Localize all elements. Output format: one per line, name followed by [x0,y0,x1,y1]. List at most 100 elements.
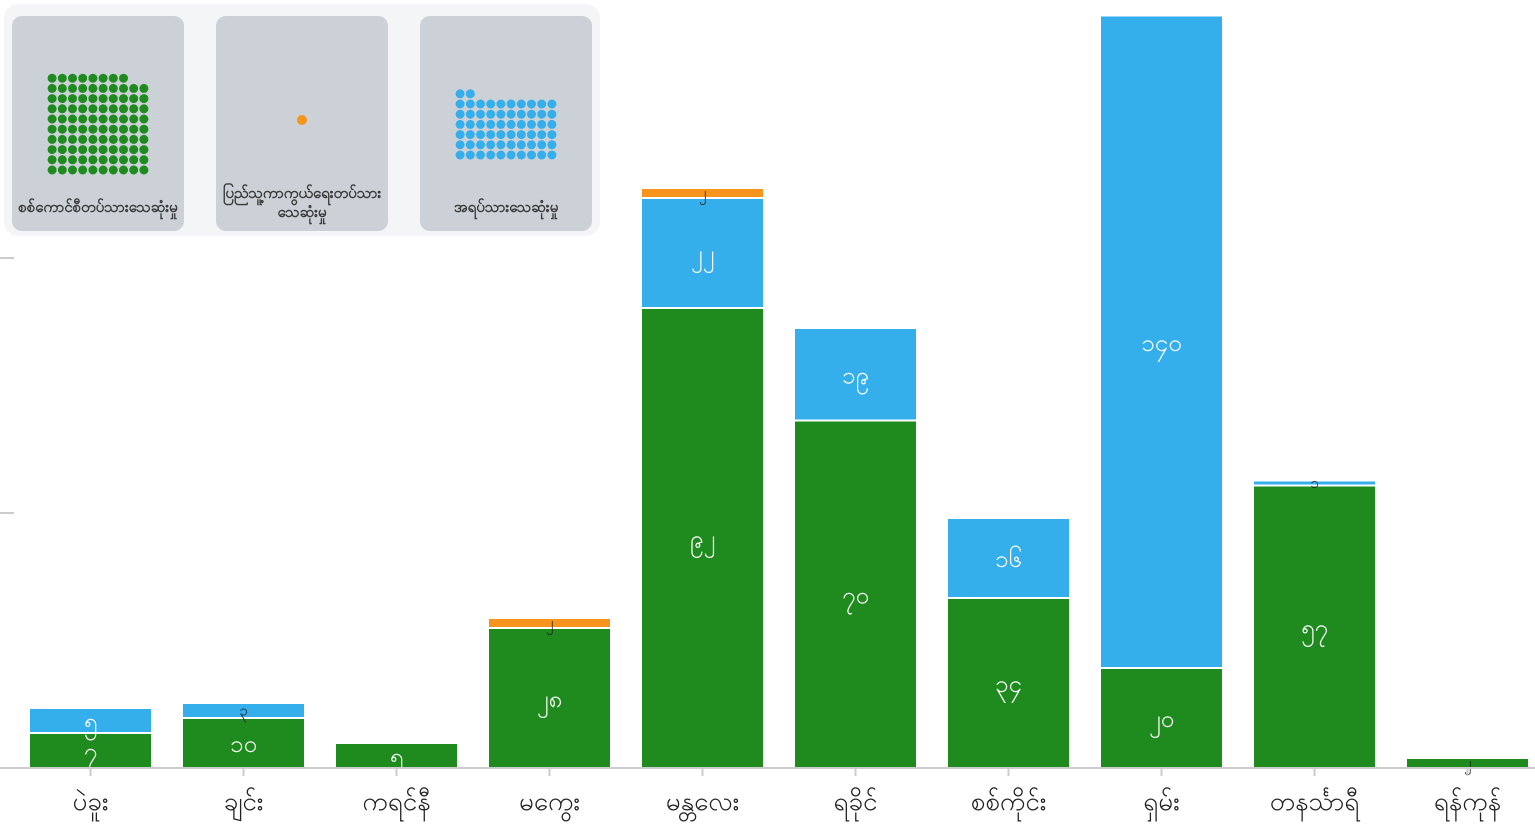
data-label-civilian: ၂၂ [691,240,715,273]
waffle-dot [68,83,77,93]
waffle-dot [119,94,128,104]
waffle-dot [57,83,67,93]
waffle-dot [129,124,139,134]
data-label-civilian: ၃ [239,702,247,723]
legend-card-junta[interactable]: စစ်ကောင်စီတပ်သားသေဆုံးမှု [12,16,184,231]
x-tick-label: ရခိုင် [834,786,878,822]
data-label-junta: ၂၈ [537,685,563,718]
waffle-dot [547,140,557,150]
data-label-pdf: ၂ [546,614,553,635]
waffle-dot [516,150,526,160]
legend-card-pdf[interactable]: ပြည်သူ့ကာကွယ်ရေးတပ်သား သေဆုံးမှု [216,16,388,231]
waffle-dot [78,145,88,155]
data-label-civilian: ၁၆ [995,544,1022,573]
waffle-dot [98,165,108,175]
waffle-dot [78,104,88,114]
waffle-dot [476,150,485,160]
x-tick-label: မန္တလေး [666,787,739,822]
waffle-dot [88,165,98,175]
data-label-junta: ၃၄ [995,670,1022,703]
bar-civilian [793,327,918,422]
waffle-dot [465,130,475,140]
waffle-dot [139,83,149,93]
waffle-dot [57,94,67,104]
waffle-dot [98,124,108,134]
waffle-dot [68,145,77,155]
waffle-dot [47,124,57,134]
waffle-dot [129,94,139,104]
waffle-dot [68,114,77,124]
waffle-dot [129,165,139,175]
waffle-dot [57,114,67,124]
waffle-dot [476,140,485,150]
x-tick-label: မကွေး [519,787,580,822]
bar-junta [793,419,918,769]
waffle-dot [537,109,547,119]
waffle-dot [88,83,98,93]
waffle-dot [486,99,496,109]
waffle-dot [57,165,67,175]
waffle-dot [455,140,465,150]
waffle-dot [537,130,547,140]
bar-civilian [181,702,306,719]
waffle-dot [88,145,98,155]
waffle-dot [68,155,77,165]
waffle-dot [68,104,77,114]
waffle-dot [88,155,98,165]
waffle-dot [88,124,98,134]
waffle-dot [455,89,465,99]
data-label-junta: ၉၂ [690,525,715,558]
data-label-civilian: ၁၉ [842,361,869,394]
legend-card-civilian[interactable]: အရပ်သားသေဆုံးမှု [420,16,592,231]
waffle-dot [68,124,77,134]
bar-civilian [1099,14,1224,669]
waffle-dot [486,109,496,119]
waffle-dot [506,99,516,109]
waffle-dot [78,94,88,104]
data-label-junta: ၂၀ [1149,705,1174,738]
waffle-dot [547,99,557,109]
waffle-dot [547,119,557,129]
waffle-dot [537,140,547,150]
waffle-dot [119,155,128,165]
waffle-dot [98,94,108,104]
data-label-junta: ၂ [1464,754,1471,775]
waffle-dot [47,155,57,165]
waffle-dot [496,109,506,119]
waffle-dot [455,99,465,109]
waffle-dot [455,150,465,160]
waffle-dot [119,73,128,83]
waffle-dot [47,165,57,175]
waffle-dot [57,73,67,83]
waffle-dot [78,165,88,175]
bar-junta [28,732,153,769]
waffle-dot [78,124,88,134]
waffle-dot [98,73,108,83]
waffle-dot [108,114,118,124]
waffle-dot [57,134,67,144]
waffle-icon-civilian [455,89,557,160]
waffle-dot [88,73,98,83]
x-tick-label: ရန်ကုန် [1434,786,1501,822]
waffle-dot [139,134,149,144]
data-label-junta: ၅၇ [1301,614,1328,647]
waffle-dot [108,124,118,134]
bar-junta [1099,667,1224,769]
bar-junta [334,742,459,769]
waffle-dot [139,104,149,114]
waffle-dot [108,83,118,93]
waffle-dot [108,73,118,83]
waffle-dot [527,109,536,119]
waffle-dot [47,73,57,83]
waffle-dot [47,94,57,104]
waffle-dot [527,119,536,129]
data-label-civilian: ၁ [1310,474,1318,492]
waffle-dot [455,130,465,140]
waffle-dot [465,140,475,150]
waffle-dot [119,134,128,144]
waffle-dot [47,134,57,144]
waffle-dot [68,134,77,144]
legend-label-junta: စစ်ကောင်စီတပ်သားသေဆုံးမှု [18,198,178,216]
waffle-dot [119,124,128,134]
data-label-pdf: ၂ [699,184,706,205]
